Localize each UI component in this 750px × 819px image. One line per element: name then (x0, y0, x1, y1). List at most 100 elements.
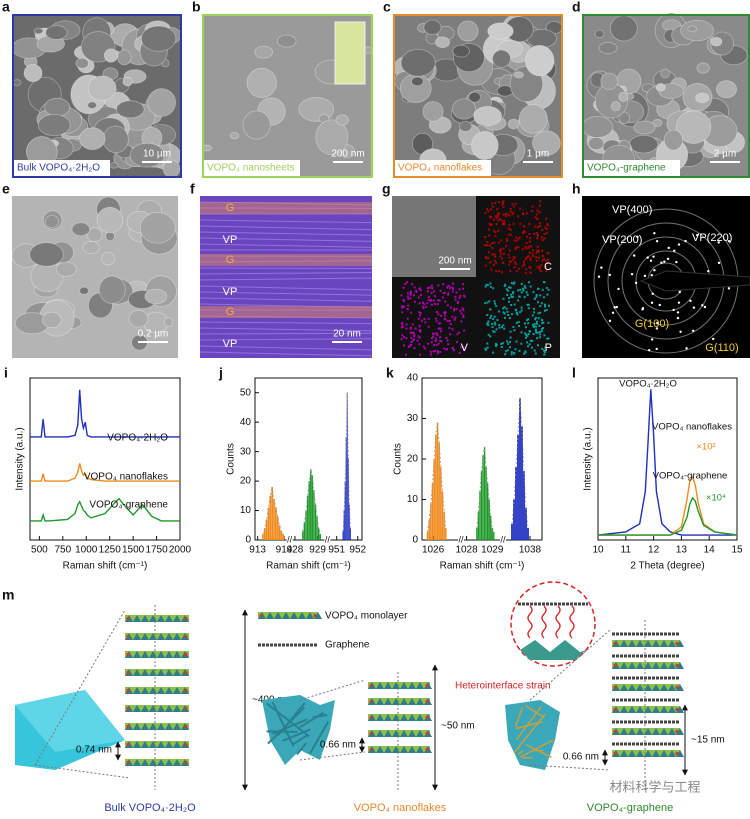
map-dot (507, 233, 510, 236)
map-dot (529, 259, 532, 262)
map-dot (502, 200, 505, 203)
map-dot (421, 305, 424, 308)
diffraction-spot (649, 259, 653, 262)
map-dot (518, 236, 521, 239)
histogram-bar (311, 475, 314, 540)
histogram-bar (490, 515, 492, 540)
histogram-bar (316, 516, 318, 540)
texture (422, 101, 444, 122)
map-dot (489, 335, 492, 338)
map-dot (512, 205, 515, 208)
y-tick-label: 10 (240, 505, 252, 516)
polyhedron (644, 662, 652, 669)
diffraction-spot (672, 308, 675, 312)
map-dot (406, 292, 409, 295)
map-dot (521, 232, 524, 235)
diffraction-spot (650, 338, 654, 341)
caption-box (14, 160, 110, 176)
column-caption: Bulk VOPO₄·2H₂O (104, 802, 196, 814)
map-dot (504, 316, 507, 319)
thickness-label: ~50 nm (441, 721, 475, 732)
map-dot (543, 349, 546, 352)
map-dot (493, 330, 496, 333)
atom (126, 760, 130, 765)
caption-box (395, 160, 491, 176)
map-dot (499, 248, 502, 251)
map-dot (492, 330, 495, 333)
map-dot (493, 300, 496, 303)
map-dot (543, 350, 546, 353)
histogram-bar (342, 531, 344, 540)
map-dot (444, 300, 447, 303)
panel-caption: VOPO₄ nanoflakes (398, 163, 482, 174)
atom (126, 724, 130, 729)
spring (541, 605, 547, 639)
map-dot (504, 283, 507, 286)
element-label: P (545, 342, 552, 354)
plot-frame (597, 377, 738, 541)
map-dot (527, 307, 530, 310)
polyhedron (628, 684, 636, 691)
panel-letter: g (382, 181, 391, 197)
map-dot (523, 296, 526, 299)
texture (400, 48, 436, 77)
polyhedron (392, 682, 400, 689)
map-dot (448, 326, 451, 329)
polyhedron (384, 682, 392, 689)
map-dot (517, 299, 520, 302)
element-label: C (544, 261, 552, 273)
texture (71, 222, 91, 237)
map-dot (508, 300, 511, 303)
map-dot (403, 344, 406, 347)
atom (126, 670, 130, 675)
map-dot (506, 239, 509, 242)
texture (109, 162, 119, 169)
histogram-bar (263, 528, 266, 540)
map-dot (413, 338, 416, 341)
map-dot (427, 342, 430, 345)
map-dot (445, 336, 448, 339)
polyhedron (157, 723, 165, 730)
map-dot (543, 309, 546, 312)
lattice-fringe (199, 297, 373, 302)
map-dot (533, 232, 536, 235)
polyhedron (133, 741, 141, 748)
map-dot (515, 239, 518, 242)
map-dot (517, 237, 520, 240)
histogram-bar (265, 519, 268, 540)
graphene-band (200, 306, 372, 318)
map-dot (543, 334, 546, 337)
map-dot (446, 320, 449, 323)
map-dot (415, 289, 418, 292)
map-dot (491, 326, 494, 329)
map-dot (509, 346, 512, 349)
map-dot (495, 261, 498, 264)
beam-stop (639, 270, 750, 292)
polyhedron (416, 682, 424, 689)
map-dot (519, 288, 522, 291)
diffraction-spot (689, 299, 692, 303)
map-dot (515, 236, 518, 239)
map-dot (547, 258, 550, 261)
spring (527, 605, 533, 639)
map-dot (536, 237, 539, 240)
map-dot (410, 311, 413, 314)
map-dot (486, 314, 489, 317)
diffraction-label: VP(200) (602, 234, 642, 246)
map-dot (509, 336, 512, 339)
map-dot (523, 285, 526, 288)
atom (184, 670, 188, 675)
map-dot (533, 307, 536, 310)
texture (468, 91, 481, 103)
spring (569, 605, 575, 639)
map-dot (458, 296, 461, 299)
polyhedron (408, 730, 416, 737)
map-dot (416, 339, 419, 342)
map-dot (433, 332, 436, 335)
map-dot (538, 265, 541, 268)
map-dot (451, 282, 454, 285)
atom (613, 729, 617, 734)
line-series (597, 389, 737, 536)
polyhedron (660, 684, 668, 691)
polyhedron (644, 750, 652, 757)
